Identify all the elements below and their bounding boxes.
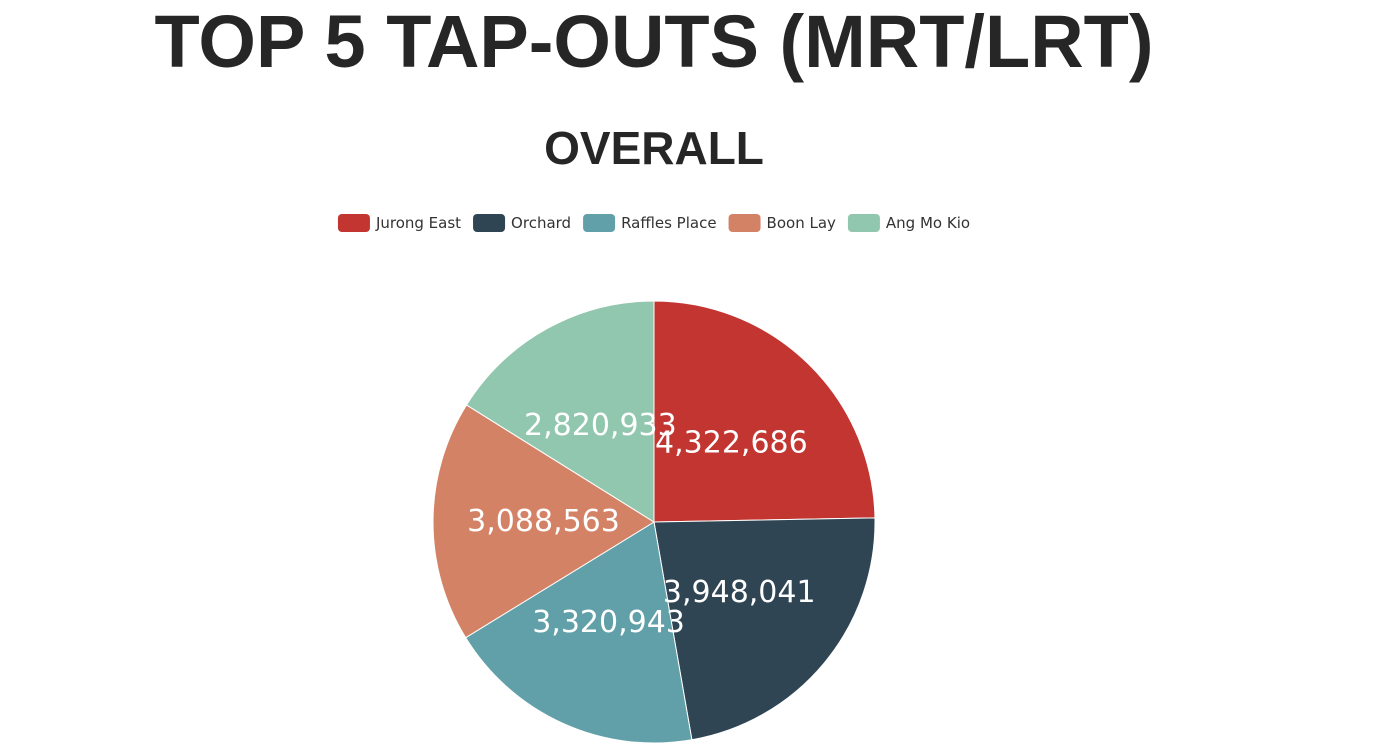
- legend-label-raffles-place: Raffles Place: [621, 214, 716, 232]
- legend-swatch-ang-mo-kio: [847, 214, 880, 232]
- legend-item-boon-lay[interactable]: Boon Lay: [728, 214, 836, 232]
- slice-value-label-orchard: 3,948,041: [663, 575, 816, 610]
- legend-item-jurong-east[interactable]: Jurong East: [337, 214, 461, 232]
- legend-label-boon-lay: Boon Lay: [767, 214, 836, 232]
- pie-slice-jurong-east[interactable]: [653, 300, 876, 523]
- slice-value-label-raffles-place: 3,320,943: [532, 605, 685, 640]
- pie-slice-ang-mo-kio[interactable]: [465, 300, 655, 523]
- legend-label-ang-mo-kio: Ang Mo Kio: [886, 214, 970, 232]
- chart-title: OVERALL: [544, 122, 764, 174]
- legend-label-orchard: Orchard: [511, 214, 571, 232]
- slice-value-label-ang-mo-kio: 2,820,933: [524, 408, 677, 443]
- legend-swatch-orchard: [473, 214, 506, 232]
- legend-swatch-boon-lay: [728, 214, 761, 232]
- pie-slice-boon-lay[interactable]: [432, 404, 655, 639]
- legend-item-ang-mo-kio[interactable]: Ang Mo Kio: [847, 214, 970, 232]
- pie-slices: [432, 300, 876, 744]
- slice-value-label-jurong-east: 4,322,686: [655, 426, 808, 461]
- legend-item-orchard[interactable]: Orchard: [473, 214, 571, 232]
- legend-item-raffles-place[interactable]: Raffles Place: [583, 214, 717, 232]
- pie-slice-raffles-place[interactable]: [464, 521, 693, 744]
- legend-swatch-raffles-place: [583, 214, 616, 232]
- legend-swatch-jurong-east: [337, 214, 370, 232]
- chart-legend: Jurong East Orchard Raffles Place Boon Lay A…: [337, 214, 970, 232]
- pie-slice-orchard[interactable]: [653, 517, 876, 741]
- legend-label-jurong-east: Jurong East: [375, 214, 461, 232]
- slice-value-label-boon-lay: 3,088,563: [467, 504, 620, 539]
- page-title: TOP 5 TAP-OUTS (MRT/LRT): [154, 0, 1154, 83]
